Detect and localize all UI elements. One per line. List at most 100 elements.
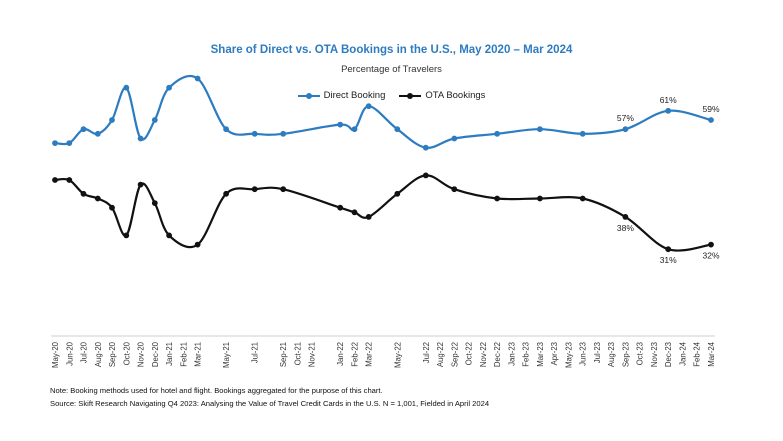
series-ota-point bbox=[166, 232, 172, 239]
chart-note: Note: Booking methods used for hotel and… bbox=[50, 386, 383, 395]
series-direct-point bbox=[166, 84, 172, 91]
x-tick-label: Dec-22 bbox=[493, 342, 502, 367]
x-tick-label: Jan-24 bbox=[678, 341, 687, 366]
series-direct-point bbox=[251, 130, 258, 137]
data-label: 31% bbox=[660, 255, 677, 265]
x-tick-label: Oct-20 bbox=[122, 341, 131, 365]
x-tick-label: Jun-20 bbox=[65, 341, 74, 366]
series-direct-point bbox=[451, 135, 458, 142]
series-ota-point bbox=[422, 172, 429, 179]
series-ota-point bbox=[52, 177, 58, 183]
series-ota-point bbox=[280, 186, 287, 193]
x-tick-label: Aug-23 bbox=[607, 342, 616, 367]
series-direct-point bbox=[80, 126, 87, 133]
series-direct-point bbox=[223, 126, 229, 133]
x-tick-label: Oct-23 bbox=[636, 342, 645, 365]
series-ota-point bbox=[137, 181, 144, 188]
data-label: 61% bbox=[660, 95, 677, 105]
series-direct-point bbox=[665, 107, 672, 114]
data-label: 32% bbox=[702, 251, 719, 261]
x-tick-label: Apr-23 bbox=[550, 342, 559, 365]
series-direct-point bbox=[537, 126, 543, 133]
x-tick-label: Nov-22 bbox=[479, 342, 488, 367]
series-direct-point bbox=[365, 103, 372, 110]
x-tick-label: Sep-23 bbox=[621, 342, 630, 367]
x-tick-label: May-22 bbox=[393, 342, 402, 368]
chart-title: Share of Direct vs. OTA Bookings in the … bbox=[210, 44, 573, 56]
series-ota-point bbox=[80, 190, 87, 197]
legend-item-direct: Direct Booking bbox=[297, 90, 386, 101]
series-direct-point bbox=[394, 126, 401, 133]
series-ota-point bbox=[494, 195, 500, 202]
x-tick-label: Mar-23 bbox=[536, 342, 545, 367]
x-tick-label: May-23 bbox=[564, 342, 573, 368]
series-direct-point bbox=[94, 130, 101, 137]
x-tick-label: Sep-20 bbox=[108, 341, 117, 367]
x-tick-label: May-21 bbox=[222, 342, 231, 368]
x-tick-label: Sep-22 bbox=[450, 342, 459, 367]
series-ota-point bbox=[351, 209, 358, 216]
series-ota-point bbox=[251, 186, 258, 193]
x-tick-label: Jan-23 bbox=[507, 342, 516, 366]
x-tick-label: Oct-21 bbox=[293, 342, 302, 365]
legend-label-ota: OTA Bookings bbox=[425, 90, 486, 101]
series-direct-line bbox=[54, 74, 712, 149]
x-tick-label: Jan-22 bbox=[336, 342, 345, 366]
legend-label-direct: Direct Booking bbox=[323, 90, 386, 101]
series-direct-point bbox=[579, 130, 586, 137]
series-ota-line bbox=[54, 174, 712, 252]
x-tick-label: Dec-23 bbox=[664, 342, 673, 367]
series-ota-point bbox=[537, 195, 543, 202]
series-direct-point bbox=[422, 144, 429, 151]
x-tick-label: Jul-23 bbox=[593, 342, 602, 363]
x-tick-label: Jan-21 bbox=[165, 342, 174, 366]
x-tick-label: Oct-22 bbox=[465, 342, 474, 365]
data-label: 38% bbox=[617, 223, 634, 233]
series-ota-point bbox=[665, 246, 672, 253]
series-direct-point bbox=[622, 126, 629, 133]
series-ota-point bbox=[708, 241, 714, 248]
x-tick-label: Feb-21 bbox=[179, 342, 188, 367]
series-direct-point bbox=[494, 130, 500, 137]
chart-legend: Direct Booking OTA Bookings bbox=[0, 90, 783, 101]
x-tick-label: Aug-20 bbox=[94, 341, 103, 367]
x-tick-label: Jul-21 bbox=[251, 342, 260, 363]
series-direct-point bbox=[194, 75, 201, 82]
series-ota-point bbox=[66, 177, 73, 183]
series-direct-point bbox=[337, 121, 344, 128]
series-direct-point bbox=[280, 130, 287, 137]
x-tick-label: Jun-23 bbox=[579, 342, 588, 366]
chart-subtitle: Percentage of Travelers bbox=[341, 64, 442, 75]
x-tick-label: Jul-22 bbox=[422, 342, 431, 363]
x-tick-label: Feb-24 bbox=[693, 341, 702, 366]
data-label: 57% bbox=[617, 113, 634, 123]
x-tick-label: Jul-20 bbox=[80, 341, 89, 363]
series-ota-point bbox=[123, 232, 130, 239]
x-tick-label: Nov-23 bbox=[650, 342, 659, 367]
series-ota-point bbox=[622, 213, 629, 220]
x-tick-label: Nov-21 bbox=[308, 342, 317, 367]
series-direct-point bbox=[137, 135, 144, 142]
x-tick-label: Aug-22 bbox=[436, 342, 445, 367]
series-ota-point bbox=[365, 213, 372, 220]
x-tick-label: Mar-21 bbox=[194, 342, 203, 367]
x-tick-label: Mar-24 bbox=[707, 341, 716, 366]
series-ota-point bbox=[223, 190, 229, 197]
x-tick-label: Sep-21 bbox=[279, 342, 288, 367]
series-direct-point bbox=[109, 117, 115, 123]
series-ota-point bbox=[451, 186, 458, 193]
x-tick-label: Dec-20 bbox=[151, 341, 160, 367]
data-label: 59% bbox=[702, 104, 719, 114]
series-ota-point bbox=[151, 200, 158, 206]
series-direct-point bbox=[66, 140, 73, 146]
legend-swatch-ota bbox=[399, 92, 422, 99]
series-ota-point bbox=[94, 195, 101, 202]
x-tick-label: Nov-20 bbox=[137, 341, 146, 367]
x-tick-label: Feb-22 bbox=[350, 342, 359, 367]
series-direct-point bbox=[151, 117, 158, 123]
x-tick-label: Mar-22 bbox=[365, 342, 374, 367]
series-ota-point bbox=[109, 204, 115, 211]
series-direct-point bbox=[123, 84, 130, 91]
series-ota-point bbox=[337, 204, 344, 211]
